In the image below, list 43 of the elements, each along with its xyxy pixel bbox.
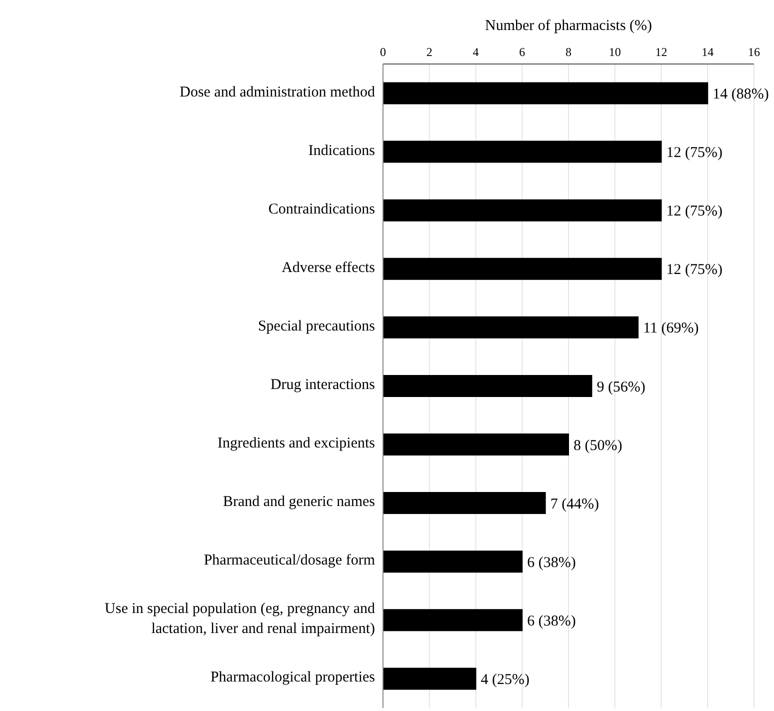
data-label: 12 (75%) bbox=[666, 204, 722, 220]
data-label: 11 (69%) bbox=[643, 320, 699, 337]
bar bbox=[383, 434, 569, 456]
data-label: 4 (25%) bbox=[480, 672, 530, 688]
x-tick-label: 8 bbox=[566, 45, 572, 59]
y-tick-label: Ingredients and excipients bbox=[218, 436, 376, 452]
data-label: 7 (44%) bbox=[550, 496, 600, 512]
x-tick-label: 10 bbox=[608, 45, 621, 59]
bar bbox=[383, 258, 662, 280]
data-label: 6 (38%) bbox=[527, 554, 576, 571]
y-tick-label: Use in special population (eg, pregnancy and lactation, liver and renal impairment) bbox=[104, 602, 376, 638]
y-tick-label: Brand and generic names bbox=[222, 494, 376, 511]
y-tick-label: Contraindications bbox=[268, 202, 376, 218]
x-tick-label: 6 bbox=[519, 45, 526, 59]
y-tick-label: Special precautions bbox=[258, 318, 376, 335]
bar bbox=[383, 316, 639, 338]
x-tick-label: 14 bbox=[702, 45, 714, 59]
data-label: 8 (50%) bbox=[574, 438, 622, 454]
x-tick-label: 0 bbox=[380, 45, 386, 59]
y-tick-label: Indications bbox=[308, 143, 376, 160]
bar bbox=[383, 374, 592, 397]
x-tick-label: 12 bbox=[655, 45, 668, 59]
data-label: 6 (38%) bbox=[527, 613, 576, 630]
x-tick-label: 2 bbox=[426, 45, 432, 59]
y-tick-label: Pharmacological properties bbox=[210, 670, 376, 686]
bar bbox=[383, 140, 662, 163]
data-label: 12 (75%) bbox=[666, 145, 722, 162]
bar bbox=[383, 82, 708, 104]
x-tick-label: 4 bbox=[472, 45, 479, 59]
x-tick-label: 16 bbox=[748, 45, 760, 59]
data-label: 14 (88%) bbox=[712, 86, 769, 103]
x-axis-title: Number of pharmacists (%) bbox=[484, 18, 652, 34]
bar bbox=[383, 492, 546, 514]
bar bbox=[383, 609, 523, 632]
bar bbox=[383, 668, 476, 690]
data-label: 9 (56%) bbox=[596, 379, 646, 396]
y-tick-label: Dose and administration method bbox=[180, 84, 376, 101]
bar bbox=[383, 199, 662, 222]
y-tick-label: Adverse effects bbox=[282, 260, 376, 276]
y-tick-label: Drug interactions bbox=[270, 377, 376, 394]
y-tick-label: Pharmaceutical/dosage form bbox=[204, 553, 376, 570]
data-label: 12 (75%) bbox=[666, 262, 722, 278]
bar bbox=[383, 550, 523, 573]
